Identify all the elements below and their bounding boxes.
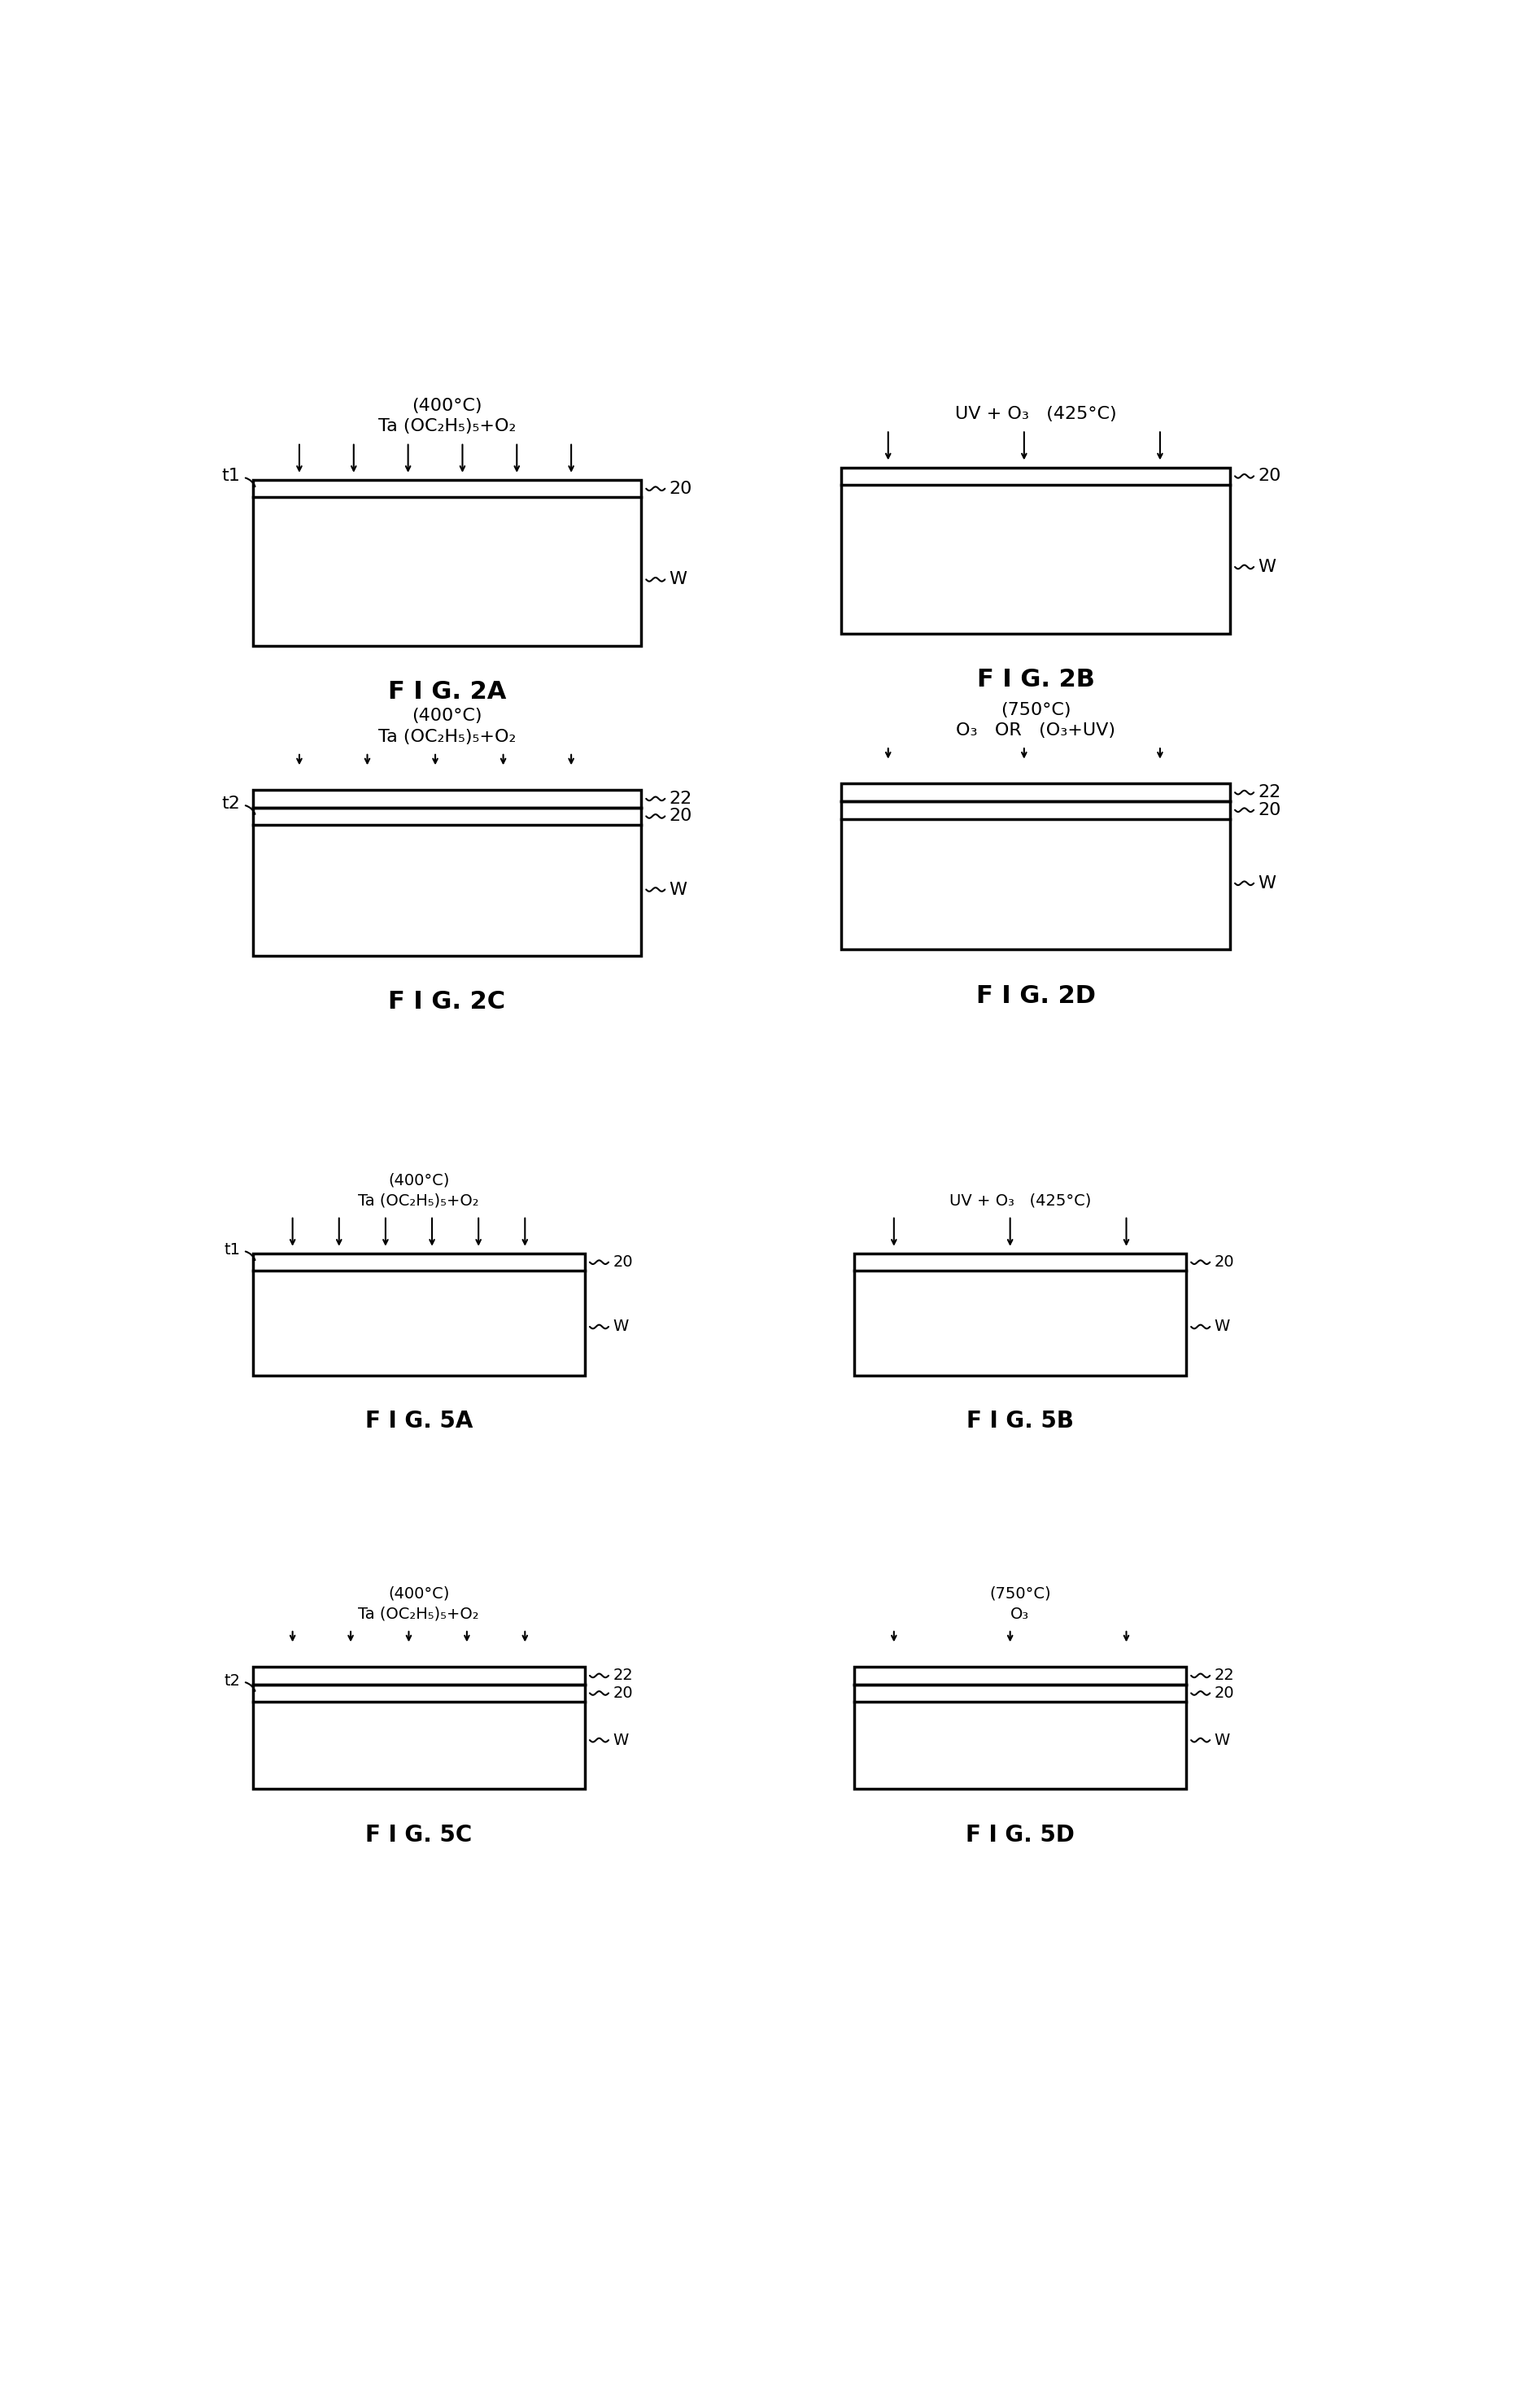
Bar <box>253 1666 585 1788</box>
Text: t2: t2 <box>223 1673 240 1687</box>
Text: t1: t1 <box>222 467 240 484</box>
Text: 20: 20 <box>670 809 693 823</box>
Text: W: W <box>1214 1319 1230 1333</box>
Text: (750°C): (750°C) <box>1001 700 1070 717</box>
Text: W: W <box>1214 1733 1230 1747</box>
Text: O₃   OR   (O₃+UV): O₃ OR (O₃+UV) <box>956 722 1115 739</box>
Text: 22: 22 <box>1258 785 1281 802</box>
Text: t1: t1 <box>223 1242 240 1256</box>
Text: F I G. 2D: F I G. 2D <box>976 984 1095 1009</box>
Text: F I G. 2B: F I G. 2B <box>976 667 1095 691</box>
Text: (400°C): (400°C) <box>411 397 482 414</box>
Text: Ta (OC₂H₅)₅+O₂: Ta (OC₂H₅)₅+O₂ <box>359 1605 479 1622</box>
Text: UV + O₃   (425°C): UV + O₃ (425°C) <box>949 1194 1090 1208</box>
Text: 20: 20 <box>613 1254 633 1271</box>
Text: W: W <box>1258 876 1277 891</box>
Text: Ta (OC₂H₅)₅+O₂: Ta (OC₂H₅)₅+O₂ <box>359 1194 479 1208</box>
Text: t2: t2 <box>222 797 240 811</box>
Text: W: W <box>1258 558 1277 575</box>
Text: (750°C): (750°C) <box>989 1586 1050 1601</box>
Text: 22: 22 <box>670 789 693 806</box>
Text: W: W <box>670 881 687 898</box>
Bar <box>253 789 641 956</box>
Text: (400°C): (400°C) <box>411 708 482 725</box>
Text: 20: 20 <box>1258 467 1281 484</box>
Text: UV + O₃   (425°C): UV + O₃ (425°C) <box>955 407 1116 421</box>
Text: Ta (OC₂H₅)₅+O₂: Ta (OC₂H₅)₅+O₂ <box>377 729 516 744</box>
Text: W: W <box>613 1319 628 1333</box>
Bar <box>855 1666 1186 1788</box>
Text: F I G. 5D: F I G. 5D <box>966 1825 1075 1846</box>
Text: 22: 22 <box>1214 1668 1235 1682</box>
Text: W: W <box>613 1733 628 1747</box>
Text: 22: 22 <box>613 1668 633 1682</box>
Text: Ta (OC₂H₅)₅+O₂: Ta (OC₂H₅)₅+O₂ <box>377 419 516 436</box>
Text: 20: 20 <box>670 481 693 496</box>
Text: 20: 20 <box>613 1685 633 1702</box>
Text: 20: 20 <box>1214 1685 1234 1702</box>
Bar <box>855 1254 1186 1374</box>
Bar <box>841 467 1230 633</box>
Text: F I G. 2A: F I G. 2A <box>388 681 507 703</box>
Text: 20: 20 <box>1258 802 1281 818</box>
Text: F I G. 5A: F I G. 5A <box>365 1411 473 1432</box>
Bar <box>253 1254 585 1374</box>
Text: (400°C): (400°C) <box>388 1586 450 1601</box>
Text: O₃: O₃ <box>1010 1605 1029 1622</box>
Text: 20: 20 <box>1214 1254 1234 1271</box>
Bar <box>841 785 1230 951</box>
Text: W: W <box>670 570 687 587</box>
Bar <box>253 479 641 645</box>
Text: F I G. 5C: F I G. 5C <box>365 1825 473 1846</box>
Text: (400°C): (400°C) <box>388 1172 450 1187</box>
Text: F I G. 2C: F I G. 2C <box>388 989 505 1013</box>
Text: F I G. 5B: F I G. 5B <box>967 1411 1073 1432</box>
